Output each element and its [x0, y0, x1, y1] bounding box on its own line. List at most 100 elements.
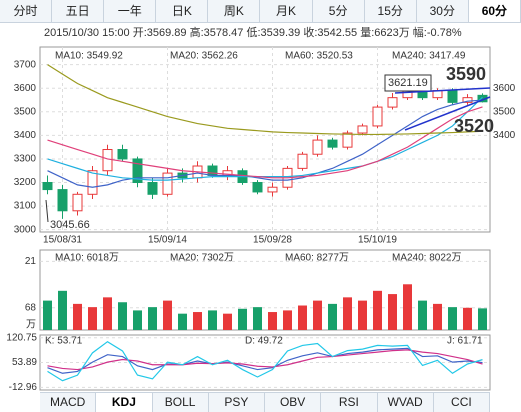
- volume-bar: [418, 300, 427, 330]
- y-tick-label-right: 3400: [493, 130, 516, 141]
- volume-bar: [238, 308, 247, 330]
- tab[interactable]: CCI: [433, 393, 490, 412]
- x-tick-label: 15/10/19: [358, 235, 397, 246]
- volume-bar: [253, 307, 262, 330]
- candle-body: [327, 139, 338, 148]
- legend-entry: MA20: 3562.26: [170, 51, 238, 62]
- period-tabs: 分时 五日 一年 日K 周K 月K 5分 15分 30分 60分: [0, 0, 521, 23]
- kdj-tick-label: 120.75: [6, 332, 37, 343]
- candle-body: [447, 90, 458, 103]
- annotation: 3590: [446, 64, 486, 84]
- candle-body: [72, 193, 83, 212]
- volume-bar: [88, 307, 97, 330]
- tab[interactable]: 周K: [208, 0, 261, 22]
- volume-bar: [223, 313, 232, 330]
- tab[interactable]: 分时: [0, 0, 53, 22]
- y-tick-label: 3400: [14, 130, 37, 141]
- y-tick-label: 3100: [14, 201, 37, 212]
- candle-body: [267, 186, 278, 193]
- ma-line: [47, 96, 483, 181]
- y-tick-label: 3600: [14, 83, 37, 94]
- kdj-legend: J: 61.71: [447, 336, 483, 347]
- volume-legend: MA20: 7302万: [170, 253, 234, 264]
- candle-body: [42, 182, 53, 191]
- volume-bar: [328, 303, 337, 330]
- volume-legend: MA10: 6018万: [55, 253, 119, 264]
- volume-bar: [403, 284, 412, 330]
- main-panel: [39, 46, 491, 233]
- kdj-legend: K: 53.71: [45, 336, 83, 347]
- legend-entry: MA60: 3520.53: [285, 51, 353, 62]
- volume-panel: [39, 249, 491, 331]
- annotation: 3621.19: [388, 77, 428, 89]
- candle-body: [147, 182, 158, 195]
- tab[interactable]: WVAD: [377, 393, 434, 412]
- y-tick-label: 3300: [14, 154, 37, 165]
- candle-body: [297, 153, 308, 169]
- info-line: 2015/10/30 15:00 开:3569.89 高:3578.47 低:3…: [44, 25, 462, 39]
- kdj-legend: D: 49.72: [245, 336, 283, 347]
- kdj-tick-label: 53.89: [12, 357, 37, 368]
- volume-bar: [43, 300, 52, 330]
- tab[interactable]: OBV: [265, 393, 322, 412]
- tab[interactable]: 15分: [364, 0, 417, 22]
- kdj-line: [47, 340, 483, 382]
- volume-bar: [298, 305, 307, 330]
- candle-body: [357, 125, 368, 134]
- volume-bar: [193, 312, 202, 330]
- candle-body: [342, 132, 353, 148]
- volume-bar: [373, 290, 382, 330]
- x-tick-label: 15/09/14: [148, 235, 187, 246]
- x-tick-label: 15/09/28: [253, 235, 292, 246]
- y-tick-label: 3000: [14, 224, 37, 235]
- ma-line: [47, 99, 483, 188]
- tab[interactable]: PSY: [208, 393, 265, 412]
- volume-bar: [388, 294, 397, 330]
- candle-body: [372, 106, 383, 127]
- volume-bar: [433, 303, 442, 330]
- candle-body: [132, 158, 143, 184]
- candle-body: [102, 149, 113, 172]
- annotation: 3045.66: [50, 219, 90, 231]
- tab[interactable]: 30分: [416, 0, 469, 22]
- volume-unit: 万: [26, 320, 36, 331]
- candle-body: [252, 182, 263, 193]
- volume-bar: [463, 307, 472, 330]
- y-tick-label: 3700: [14, 59, 37, 70]
- tab[interactable]: 月K: [260, 0, 313, 22]
- tab[interactable]: RSI: [321, 393, 378, 412]
- legend-entry: MA240: 3417.49: [392, 51, 466, 62]
- candle-body: [312, 139, 323, 155]
- candle-body: [87, 170, 98, 195]
- y-tick-label: 3200: [14, 177, 37, 188]
- candle-body: [117, 149, 128, 160]
- tab[interactable]: BOLL: [152, 393, 209, 412]
- annotation: 3520: [454, 116, 494, 136]
- candle-body: [387, 97, 398, 108]
- ma-line: [47, 64, 483, 136]
- tab[interactable]: KDJ: [96, 393, 153, 412]
- y-tick-label: 3500: [14, 106, 37, 117]
- y-tick-label-right: 3500: [493, 106, 516, 117]
- tab[interactable]: MACD: [40, 393, 97, 412]
- tab[interactable]: 5分: [312, 0, 365, 22]
- trend-line: [394, 87, 491, 94]
- trend-line: [404, 96, 491, 131]
- tab[interactable]: 一年: [104, 0, 157, 22]
- indicator-tabs: MACD KDJ BOLL PSY OBV RSI WVAD CCI: [40, 392, 490, 412]
- volume-bar: [163, 300, 172, 330]
- tab[interactable]: 日K: [156, 0, 209, 22]
- volume-bar: [358, 300, 367, 330]
- volume-bar: [208, 310, 217, 330]
- legend-entry: MA10: 3549.92: [55, 51, 123, 62]
- tab[interactable]: 五日: [52, 0, 105, 22]
- tab[interactable]: 60分: [468, 0, 521, 22]
- kdj-tick-label: -12.96: [9, 382, 38, 393]
- volume-bar: [118, 302, 127, 330]
- x-tick-label: 15/08/31: [43, 235, 82, 246]
- volume-tick-label: 21: [25, 256, 37, 267]
- volume-bar: [133, 310, 142, 330]
- volume-bar: [343, 297, 352, 330]
